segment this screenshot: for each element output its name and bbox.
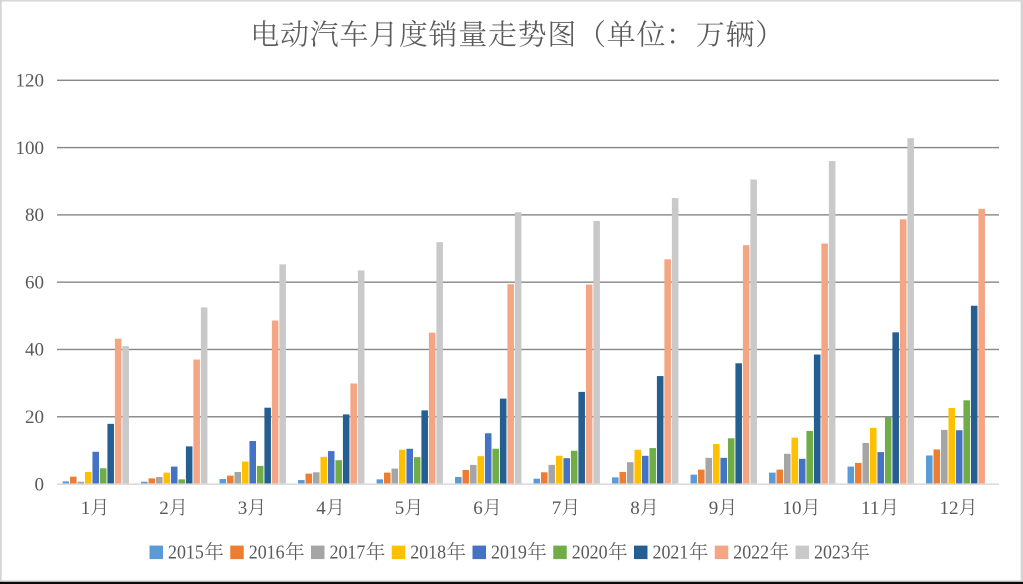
svg-text:40: 40 — [25, 340, 44, 361]
svg-text:9: 9 — [709, 498, 719, 519]
svg-text:80: 80 — [25, 205, 44, 226]
svg-text:6: 6 — [473, 498, 483, 519]
svg-text:12: 12 — [940, 498, 959, 519]
svg-text:2: 2 — [159, 498, 169, 519]
svg-text:2015: 2015 — [168, 542, 204, 564]
svg-text:2021: 2021 — [653, 542, 689, 564]
svg-text:2022: 2022 — [733, 542, 769, 564]
svg-text:60: 60 — [25, 272, 44, 293]
svg-text:120: 120 — [16, 71, 45, 92]
svg-text:2019: 2019 — [491, 542, 527, 564]
svg-text:2017: 2017 — [330, 542, 366, 564]
svg-text:0: 0 — [35, 474, 45, 495]
svg-text:5: 5 — [395, 498, 405, 519]
svg-text:2023: 2023 — [814, 542, 850, 564]
svg-text:2020: 2020 — [572, 542, 608, 564]
svg-text:20: 20 — [25, 407, 44, 428]
svg-text:1: 1 — [81, 498, 91, 519]
svg-text:2018: 2018 — [410, 542, 446, 564]
svg-text:2016: 2016 — [249, 542, 285, 564]
svg-text:8: 8 — [630, 498, 640, 519]
svg-text:3: 3 — [238, 498, 248, 519]
svg-text:4: 4 — [316, 498, 326, 519]
svg-text:10: 10 — [783, 498, 802, 519]
svg-text:100: 100 — [16, 138, 45, 159]
svg-text:11: 11 — [861, 498, 879, 519]
svg-text:7: 7 — [552, 498, 562, 519]
